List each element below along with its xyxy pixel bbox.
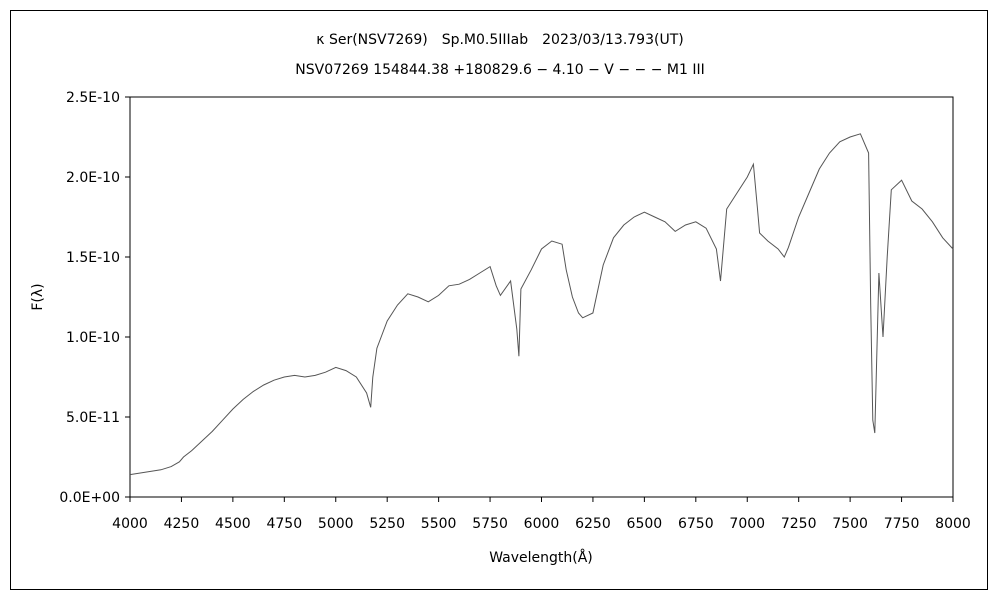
y-tick-label: 2.5E-10 <box>66 90 120 106</box>
x-tick-label: 7000 <box>729 516 765 532</box>
x-tick-label: 6500 <box>627 516 663 532</box>
plot-area <box>129 96 954 498</box>
x-axis-label: Wavelength(Å) <box>489 549 593 566</box>
x-tick-label: 7750 <box>884 516 920 532</box>
x-tick-label: 5750 <box>472 516 508 532</box>
chart-title: κ Ser(NSV7269) Sp.M0.5IIIab 2023/03/13.7… <box>316 32 683 48</box>
chart-subtitle: NSV07269 154844.38 +180829.6 − 4.10 − V … <box>295 62 704 78</box>
x-tick-label: 5250 <box>369 516 405 532</box>
y-axis-label: F(λ) <box>30 283 46 310</box>
y-tick-label: 1.0E-10 <box>66 330 120 346</box>
x-tick-label: 4750 <box>266 516 302 532</box>
x-tick-label: 7500 <box>832 516 868 532</box>
x-tick-label: 4250 <box>164 516 200 532</box>
y-tick-label: 1.5E-10 <box>66 250 120 266</box>
x-tick-label: 4500 <box>215 516 251 532</box>
spectrum-line <box>129 133 954 476</box>
axis-ticks: 4000 4250 4500 4750 5000 5250 5500 5750 6000 6250… <box>59 90 970 532</box>
x-tick-label: 6750 <box>678 516 714 532</box>
x-tick-label: 7250 <box>781 516 817 532</box>
y-tick-label: 5.0E-11 <box>66 410 120 426</box>
y-tick-label: 2.0E-10 <box>66 170 120 186</box>
y-tick-label: 0.0E+00 <box>59 490 120 506</box>
x-tick-label: 6000 <box>524 516 560 532</box>
x-tick-label: 5500 <box>421 516 457 532</box>
x-tick-label: 8000 <box>935 516 971 532</box>
x-tick-label: 6250 <box>575 516 611 532</box>
chart-frame <box>10 10 988 590</box>
x-tick-label: 4000 <box>112 516 148 532</box>
x-tick-label: 5000 <box>318 516 354 532</box>
